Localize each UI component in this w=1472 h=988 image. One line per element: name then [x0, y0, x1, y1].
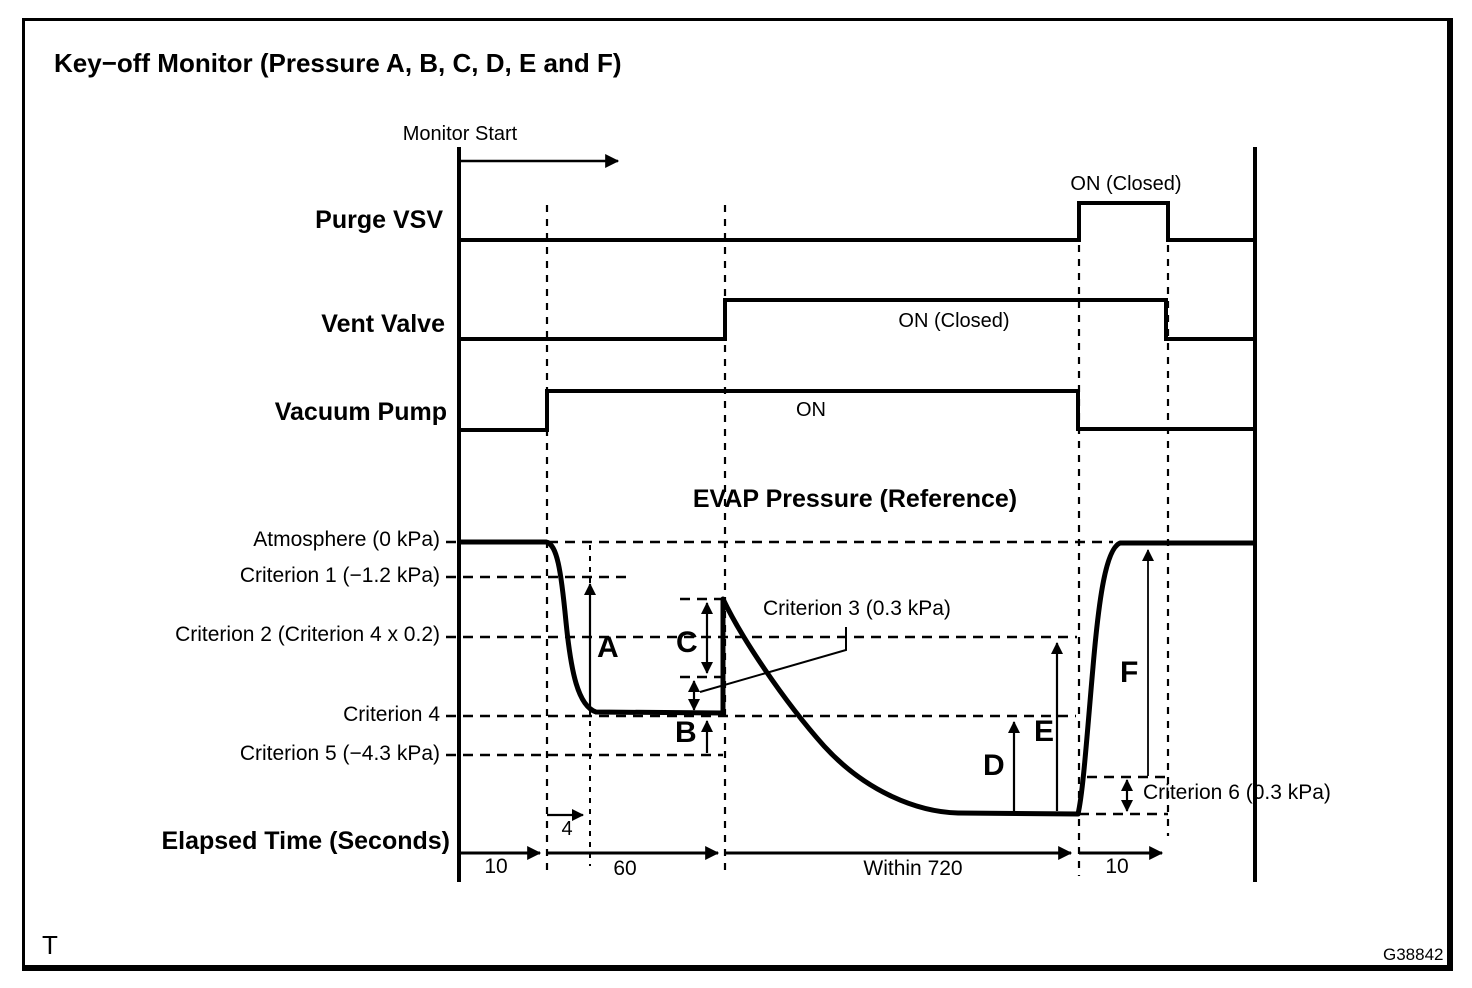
measure-c-label: C [676, 626, 698, 659]
criterion6-label: Criterion 6 (0.3 kPa) [1143, 781, 1331, 804]
time-segment-label-60: 60 [613, 857, 637, 880]
purge-vsv-trace [459, 201, 1255, 242]
evap-pressure-title: EVAP Pressure (Reference) [692, 485, 1018, 513]
signal-label-vent-valve: Vent Valve [321, 310, 445, 338]
time-segment-label-10b: 10 [1105, 855, 1129, 878]
page-title: Key−off Monitor (Pressure A, B, C, D, E … [54, 48, 622, 78]
measure-e-label: E [1034, 715, 1055, 748]
corner-mark: T [42, 930, 58, 960]
measure-f-label: F [1120, 656, 1139, 689]
atmosphere-label: Atmosphere (0 kPa) [253, 528, 440, 551]
time-segment-label-720: Within 720 [863, 857, 963, 880]
elapsed-time-label: Elapsed Time (Seconds) [161, 827, 450, 855]
criterion5-label: Criterion 5 (−4.3 kPa) [239, 742, 440, 765]
evap-pressure-curve [459, 539, 1255, 817]
criterion2-label: Criterion 2 (Criterion 4 x 0.2) [175, 623, 440, 646]
figure-border [22, 18, 1453, 971]
criterion-lines [446, 540, 1168, 816]
purge-vsv-on-label: ON (Closed) [1070, 173, 1182, 195]
vent-valve-on-label: ON (Closed) [898, 310, 1010, 332]
vacuum-pump-on-label: ON [796, 399, 826, 421]
criterion3-label: Criterion 3 (0.3 kPa) [763, 597, 951, 620]
criterion1-label: Criterion 1 (−1.2 kPa) [239, 564, 440, 587]
measure-d-label: D [983, 749, 1005, 782]
measure-b-label: B [675, 716, 697, 749]
criterion3-leader-line [699, 627, 847, 693]
monitor-start-label: Monitor Start [402, 123, 518, 145]
time-axis [459, 809, 1164, 860]
figure-id: G38842 [1383, 945, 1444, 964]
time-4s-label: 4 [561, 818, 573, 840]
criterion4-label: Criterion 4 [343, 703, 440, 726]
vent-valve-trace [459, 298, 1255, 341]
time-segment-label-10a: 10 [484, 855, 508, 878]
vacuum-pump-trace [459, 389, 1255, 432]
measure-arrows [584, 583, 1133, 812]
signal-label-vacuum-pump: Vacuum Pump [274, 398, 447, 426]
measure-a-label: A [597, 631, 619, 664]
signal-label-purge-vsv: Purge VSV [315, 206, 443, 234]
